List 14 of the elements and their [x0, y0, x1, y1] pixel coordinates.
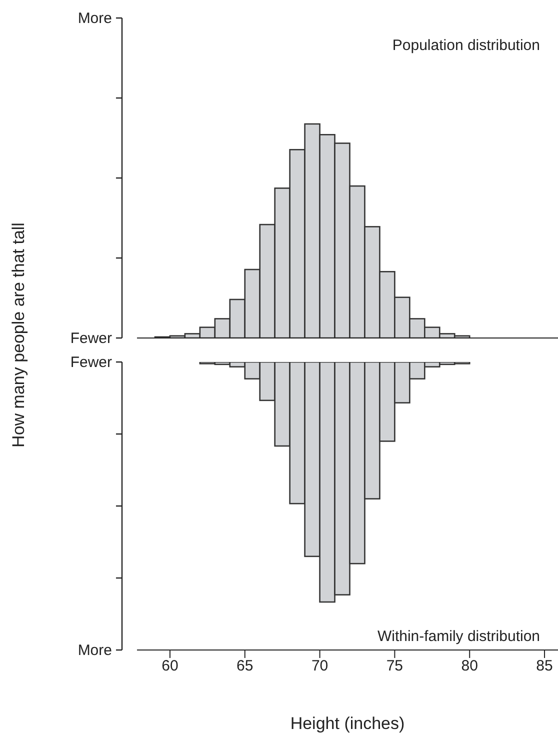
text: Fewer [70, 354, 112, 371]
text: More [78, 642, 112, 659]
text: Within-family distribution [377, 628, 540, 645]
x-tick-label: 80 [461, 658, 478, 675]
x-axis-title: Height (inches) [290, 714, 405, 733]
x-tick-label: 75 [386, 658, 404, 675]
x-tick-label: 70 [311, 658, 328, 675]
y-axis-title: How many people are that tall [9, 222, 28, 448]
x-tick-label: 85 [536, 658, 553, 675]
x-tick-label: 65 [236, 658, 254, 675]
x-tick-label: 60 [162, 658, 178, 675]
chart-title: Population distribution [392, 37, 540, 54]
text: More [78, 10, 112, 27]
text: Fewer [70, 330, 112, 347]
